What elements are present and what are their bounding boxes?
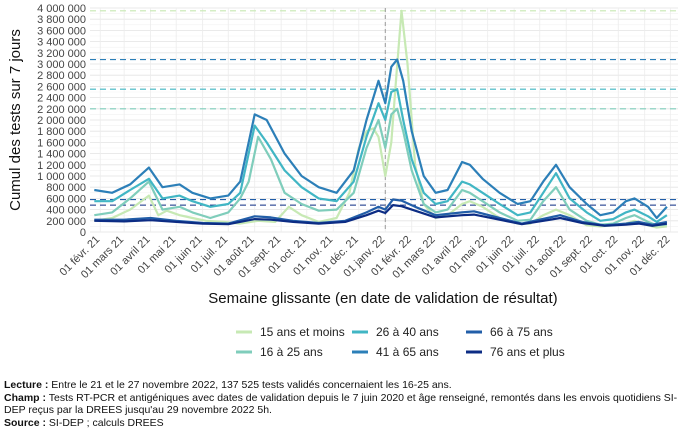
series-line [94,58,668,220]
y-tick-label: 800 000 [46,182,86,194]
y-tick-label: 400 000 [46,205,86,217]
y-tick-label: 1 000 000 [37,171,86,183]
y-tick-label: 3 000 000 [37,59,86,71]
y-tick-label: 2 600 000 [37,81,86,93]
legend-label: 26 à 40 ans [376,325,439,339]
y-tick-label: 2 400 000 [37,93,86,105]
grid [90,7,678,233]
y-tick-label: 0 [80,227,86,239]
legend-label: 66 à 75 ans [490,325,553,339]
y-tick-label: 1 200 000 [37,160,86,172]
y-tick-label: 3 400 000 [37,37,86,49]
y-tick-label: 3 800 000 [37,14,86,26]
y-tick-label: 2 200 000 [37,104,86,116]
legend-label: 16 à 25 ans [260,345,323,359]
note-lecture: Lecture : Entre le 21 et le 27 novembre … [4,379,452,391]
y-tick-label: 200 000 [46,216,86,228]
y-tick-label: 4 000 000 [37,3,86,15]
legend-label: 76 ans et plus [490,345,565,359]
notes: Lecture : Entre le 21 et le 27 novembre … [4,379,684,429]
series-line [94,88,668,223]
y-tick-label: 3 600 000 [37,25,86,37]
legend-label: 15 ans et moins [260,325,345,339]
series-line [94,9,668,229]
y-tick-label: 2 800 000 [37,70,86,82]
legend-label: 41 à 65 ans [376,345,439,359]
y-tick-label: 2 000 000 [37,115,86,127]
x-axis-title: Semaine glissante (en date de validation… [208,290,557,307]
y-tick-label: 600 000 [46,193,86,205]
series-lines [94,9,668,229]
note-champ: Champ : Tests RT-PCR et antigéniques ave… [4,391,678,417]
note-source: Source : SI-DEP ; calculs DREES [4,416,164,429]
y-tick-label: 1 600 000 [37,137,86,149]
series-line [94,107,668,227]
series-line [94,204,668,227]
legend: 15 ans et moins 16 à 25 ans 26 à 40 ans 41 … [236,325,565,359]
y-tick-label: 1 800 000 [37,126,86,138]
y-tick-label: 3 200 000 [37,48,86,60]
peak-reference-lines [90,10,678,206]
y-axis-title: Cumul des tests sur 7 jours [7,29,24,211]
y-tick-label: 1 400 000 [37,149,86,161]
